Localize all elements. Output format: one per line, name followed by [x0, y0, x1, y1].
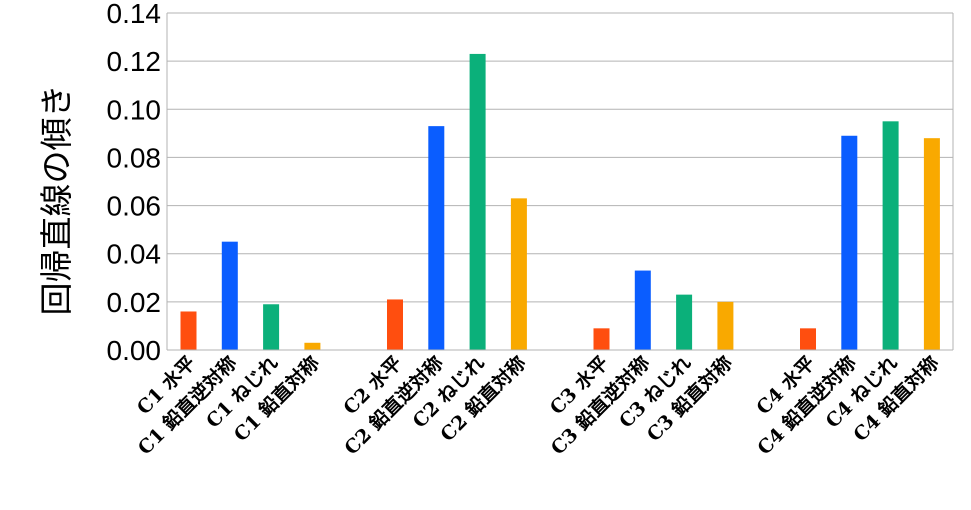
y-axis-label: 回帰直線の傾き [37, 85, 76, 316]
y-tick-label: 0.10 [107, 94, 162, 125]
bar [221, 241, 238, 350]
bar [676, 294, 693, 350]
bar [841, 135, 858, 350]
y-tick-labels: 0.00 0.02 0.04 0.06 0.08 0.10 0.12 0.14 [107, 0, 162, 366]
y-tick-label: 0.14 [107, 0, 162, 29]
y-tick-label: 0.06 [107, 191, 162, 222]
bar [717, 301, 734, 350]
y-tick-label: 0.08 [107, 142, 162, 173]
bar [387, 299, 403, 350]
y-tick-label: 0.02 [107, 287, 162, 318]
bar [510, 198, 527, 350]
grid-layer [167, 12, 953, 351]
y-tick-label: 0.00 [107, 335, 162, 366]
axis-layer [166, 13, 954, 351]
bar [882, 121, 899, 350]
bar [593, 328, 610, 350]
bar [800, 328, 816, 350]
bar [428, 126, 445, 350]
bar [634, 270, 651, 350]
bar [180, 311, 197, 350]
bar [923, 138, 940, 350]
bar [469, 53, 486, 351]
bar [263, 304, 280, 350]
y-tick-label: 0.04 [107, 239, 162, 270]
bar [304, 342, 321, 350]
y-tick-label: 0.12 [107, 46, 162, 77]
bar-layer [180, 53, 940, 351]
